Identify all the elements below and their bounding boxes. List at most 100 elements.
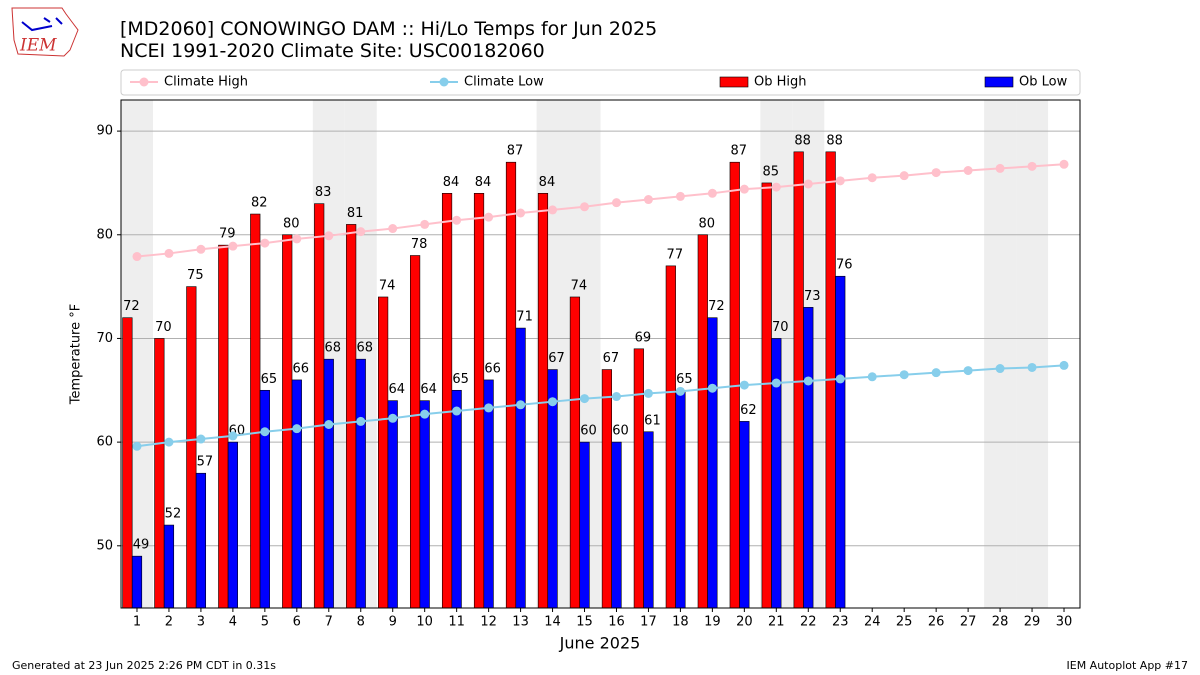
x-tick-label: 11 <box>448 615 465 630</box>
line-marker <box>835 176 845 186</box>
legend-swatch <box>719 76 749 88</box>
line-marker <box>1027 362 1037 372</box>
value-label: 69 <box>635 330 652 345</box>
x-tick-label: 12 <box>480 615 497 630</box>
value-label: 88 <box>826 133 843 148</box>
value-label: 84 <box>443 175 460 190</box>
value-label: 87 <box>507 144 524 159</box>
logo-text: IEM <box>19 36 57 56</box>
value-label: 66 <box>484 361 501 376</box>
value-label: 85 <box>762 164 779 179</box>
y-tick-label: 70 <box>96 331 113 346</box>
plot-frame <box>120 99 1081 609</box>
line-marker <box>899 171 909 181</box>
line-marker <box>452 215 462 225</box>
value-label: 82 <box>251 196 268 211</box>
line-marker <box>995 163 1005 173</box>
value-label: 61 <box>644 413 661 428</box>
line-marker <box>931 368 941 378</box>
bar <box>291 379 302 609</box>
bar <box>282 234 293 609</box>
x-tick-label: 9 <box>389 615 397 630</box>
value-label: 65 <box>452 372 469 387</box>
value-label: 78 <box>411 237 428 252</box>
line-marker <box>611 392 621 402</box>
legend-label: Climate High <box>164 75 248 90</box>
line-marker <box>292 234 302 244</box>
x-tick-label: 10 <box>416 615 433 630</box>
bar <box>803 307 814 609</box>
value-label: 72 <box>123 299 140 314</box>
line-marker <box>1027 161 1037 171</box>
x-tick-label: 22 <box>800 615 817 630</box>
bar <box>441 193 453 609</box>
x-tick-label: 3 <box>197 615 205 630</box>
logo: IEM <box>11 7 79 57</box>
footer-right: IEM Autoplot App #17 <box>1067 659 1189 672</box>
line-marker <box>260 427 270 437</box>
x-axis-label: June 2025 <box>559 634 641 653</box>
x-tick-label: 14 <box>544 615 561 630</box>
bar <box>665 265 676 609</box>
line-marker <box>899 370 909 380</box>
x-tick-label: 15 <box>576 615 593 630</box>
line-marker <box>260 238 270 248</box>
weekend-shade <box>984 100 1017 608</box>
x-tick-label: 25 <box>896 615 913 630</box>
line-marker <box>164 437 174 447</box>
line-marker <box>1059 360 1069 370</box>
line-marker <box>164 248 174 258</box>
value-label: 72 <box>708 299 725 314</box>
value-label: 84 <box>475 175 492 190</box>
value-label: 67 <box>548 351 565 366</box>
line-marker <box>835 374 845 384</box>
value-label: 64 <box>388 382 405 397</box>
weekend-shade <box>1016 100 1049 608</box>
line-marker <box>771 378 781 388</box>
line-marker <box>452 406 462 416</box>
value-label: 71 <box>516 310 533 325</box>
line-marker <box>516 208 526 218</box>
x-tick-label: 28 <box>992 615 1009 630</box>
bar <box>323 358 334 609</box>
line-marker <box>963 165 973 175</box>
line-marker <box>228 431 238 441</box>
line-marker <box>420 409 430 419</box>
bar <box>378 296 389 609</box>
bar <box>259 389 270 609</box>
line-marker <box>643 388 653 398</box>
line-marker <box>803 179 813 189</box>
x-tick-label: 1 <box>133 615 141 630</box>
x-tick-label: 19 <box>704 615 721 630</box>
value-label: 80 <box>283 216 300 231</box>
bar <box>835 275 846 609</box>
bar <box>163 524 175 609</box>
line-marker <box>132 441 142 451</box>
line-marker <box>803 376 813 386</box>
x-tick-label: 16 <box>608 615 625 630</box>
bar <box>122 317 133 609</box>
line-marker <box>675 191 685 201</box>
bar <box>505 161 517 609</box>
legend-marker <box>439 77 449 87</box>
bar <box>515 327 526 609</box>
y-tick-label: 50 <box>96 538 113 553</box>
x-tick-label: 23 <box>832 615 849 630</box>
line-marker <box>548 205 558 215</box>
value-label: 65 <box>261 372 278 387</box>
line-marker <box>580 394 590 404</box>
line-marker <box>707 383 717 393</box>
value-label: 83 <box>315 185 332 200</box>
line-marker <box>739 184 749 194</box>
value-label: 77 <box>667 247 684 262</box>
x-tick-label: 6 <box>293 615 301 630</box>
value-label: 65 <box>676 372 693 387</box>
x-tick-label: 8 <box>357 615 365 630</box>
line-marker <box>356 416 366 426</box>
x-tick-label: 17 <box>640 615 657 630</box>
logo-icon <box>21 17 63 32</box>
line-marker <box>995 364 1005 374</box>
line-marker <box>484 212 494 222</box>
